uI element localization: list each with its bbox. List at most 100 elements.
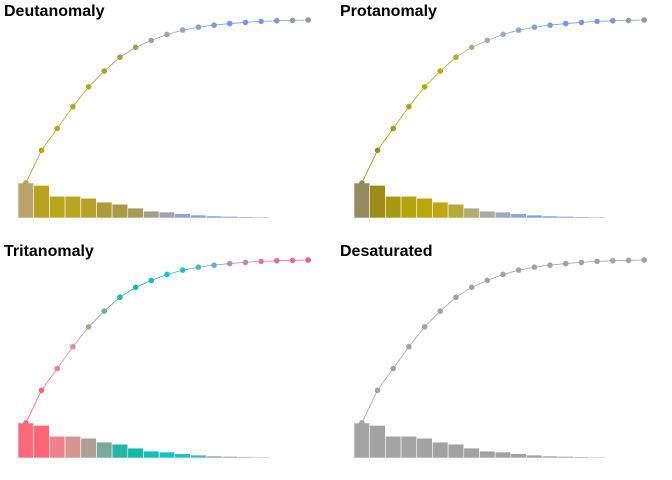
cumulative-point xyxy=(484,277,491,284)
cumulative-point xyxy=(641,17,647,23)
cumulative-point xyxy=(132,284,139,291)
bar xyxy=(237,456,254,459)
panel: Protanomaly xyxy=(340,3,653,219)
bar xyxy=(205,215,223,219)
cumulative-line xyxy=(41,368,58,391)
cumulative-point xyxy=(390,125,397,132)
bar xyxy=(111,443,129,459)
cumulative-point xyxy=(70,103,76,110)
bar xyxy=(588,456,606,459)
cumulative-point xyxy=(148,277,155,284)
cumulative-point xyxy=(211,262,217,268)
cumulative-line xyxy=(392,106,410,129)
bar xyxy=(541,455,559,459)
cumulative-point xyxy=(195,24,202,30)
cumulative-line xyxy=(377,368,394,391)
bar xyxy=(588,216,606,219)
cumulative-point xyxy=(117,294,123,301)
cumulative-point xyxy=(117,54,123,61)
bar xyxy=(49,435,66,459)
cumulative-point xyxy=(38,147,45,154)
bar xyxy=(111,203,129,219)
cumulative-line xyxy=(439,296,457,312)
bar xyxy=(64,195,82,219)
cumulative-point xyxy=(289,257,296,264)
bar xyxy=(463,447,480,459)
bar xyxy=(369,425,386,459)
cumulative-line xyxy=(439,56,457,72)
cumulative-point xyxy=(101,308,108,314)
bar xyxy=(268,217,285,219)
cumulative-point xyxy=(85,84,92,90)
cumulative-point xyxy=(132,44,139,51)
cumulative-point xyxy=(625,17,632,24)
cumulative-point xyxy=(70,343,76,350)
bar xyxy=(205,455,223,459)
cumulative-point xyxy=(54,125,61,132)
bar xyxy=(49,195,66,219)
cumulative-point xyxy=(421,84,428,90)
bar xyxy=(158,451,176,459)
bar xyxy=(190,214,207,219)
cumulative-line xyxy=(135,280,152,288)
cumulative-point xyxy=(101,68,108,74)
cumulative-line xyxy=(455,46,472,58)
bar xyxy=(80,437,97,459)
panel-title: Deutanomaly xyxy=(4,3,105,20)
cumulative-point xyxy=(258,258,264,265)
panel: Tritanomaly xyxy=(4,243,317,459)
cumulative-point xyxy=(515,27,522,33)
bar xyxy=(416,197,433,219)
cumulative-line xyxy=(103,296,121,312)
cumulative-line xyxy=(455,286,472,298)
cumulative-point xyxy=(500,271,506,278)
cumulative-point xyxy=(468,284,475,291)
cumulative-point xyxy=(305,257,311,263)
cumulative-point xyxy=(179,27,186,33)
cumulative-point xyxy=(594,18,600,25)
cumulative-point xyxy=(578,19,585,26)
bar xyxy=(604,457,621,459)
cumulative-point xyxy=(359,180,365,186)
panel-title: Tritanomaly xyxy=(4,243,94,260)
cumulative-point xyxy=(226,260,233,267)
cumulative-line xyxy=(135,40,152,48)
cumulative-point xyxy=(273,257,280,264)
cumulative-line xyxy=(103,56,121,72)
bar xyxy=(190,454,207,459)
bar xyxy=(33,185,50,219)
cumulative-point xyxy=(195,264,202,270)
cumulative-point xyxy=(609,17,616,24)
bar xyxy=(237,216,254,219)
panel-title: Protanomaly xyxy=(340,3,437,20)
cumulative-point xyxy=(453,54,459,61)
cumulative-point xyxy=(468,44,475,51)
bar xyxy=(385,435,402,459)
cumulative-line xyxy=(471,40,488,48)
cumulative-point xyxy=(374,147,381,154)
bar xyxy=(447,443,465,459)
cumulative-point xyxy=(23,180,29,186)
cumulative-point xyxy=(625,257,632,264)
cumulative-line xyxy=(424,310,441,328)
cumulative-line xyxy=(72,326,89,347)
bar xyxy=(573,216,590,219)
bar xyxy=(432,201,449,219)
cumulative-point xyxy=(531,264,538,270)
cumulative-point xyxy=(23,420,29,426)
bar xyxy=(604,217,621,219)
bar xyxy=(17,422,34,459)
cumulative-point xyxy=(38,387,45,394)
panel: Desaturated xyxy=(340,243,653,459)
cumulative-point xyxy=(547,262,553,268)
cumulative-line xyxy=(56,346,74,369)
bar xyxy=(268,457,285,459)
cumulative-point xyxy=(562,20,569,27)
bar xyxy=(385,195,402,219)
cumulative-point xyxy=(609,257,616,264)
cumulative-point xyxy=(226,20,233,27)
cumulative-point xyxy=(406,103,412,110)
cumulative-point xyxy=(390,365,397,372)
cumulative-point xyxy=(406,343,412,350)
